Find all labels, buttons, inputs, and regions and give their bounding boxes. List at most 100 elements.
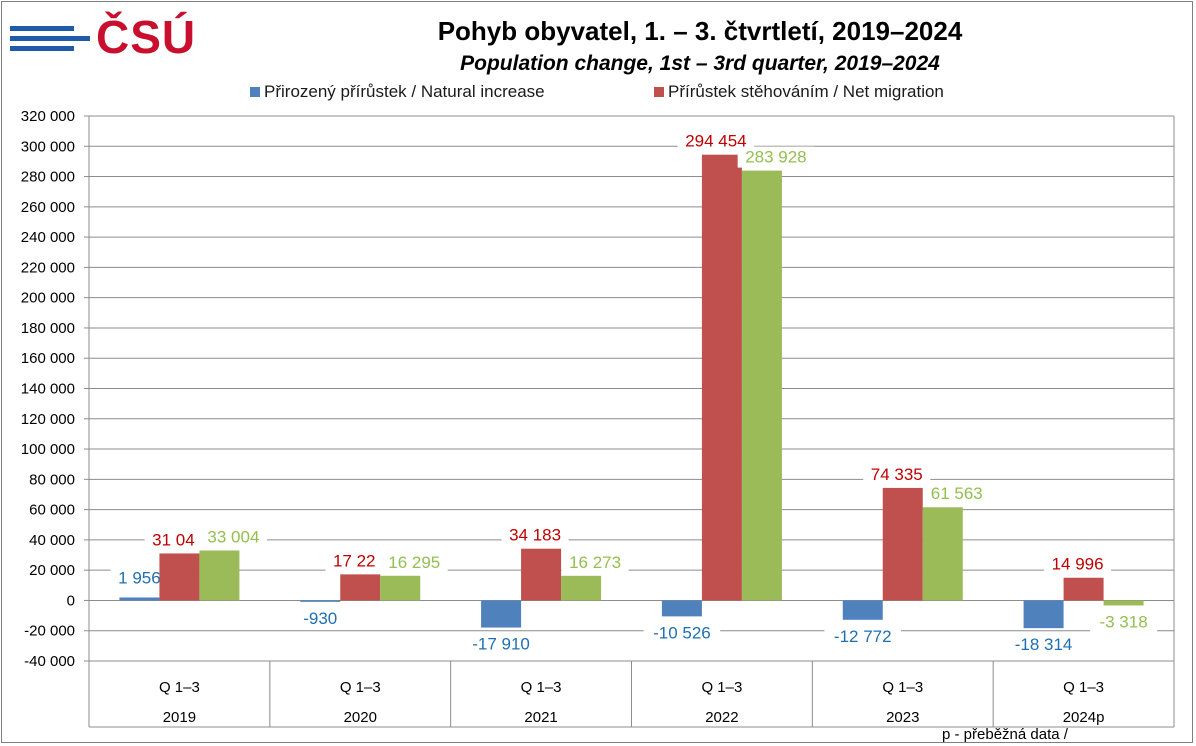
y-tick-label: 320 000 [21, 108, 75, 125]
logo-stripe [10, 46, 74, 51]
bar-migration [1063, 577, 1104, 601]
bar-natural [661, 600, 702, 617]
data-label-migration: 34 183 [509, 526, 561, 545]
data-label-bg [199, 526, 267, 548]
bar-natural [300, 600, 341, 602]
year-label: 2023 [886, 709, 919, 726]
data-label-natural: -18 314 [1015, 635, 1073, 654]
y-tick-label: 300 000 [21, 138, 75, 155]
quarter-label: Q 1–3 [521, 679, 562, 696]
data-label-migration: 17 22 [333, 551, 376, 570]
year-label: 2021 [524, 709, 557, 726]
data-label-natural: 1 956 [118, 568, 161, 587]
y-tick-label: 260 000 [21, 199, 75, 216]
y-tick-label: 80 000 [29, 471, 75, 488]
year-label: 2022 [705, 709, 738, 726]
logo-stripe [10, 26, 74, 31]
data-label-bg [824, 625, 901, 647]
data-label-bg [737, 146, 815, 168]
data-label-migration: 294 454 [685, 132, 746, 151]
csu-logo: ČSÚ [10, 11, 200, 66]
data-label-bg [462, 633, 540, 655]
data-label-bg [643, 622, 721, 644]
quarter-label: Q 1–3 [340, 679, 381, 696]
data-label-bg [1090, 611, 1158, 633]
bar-natural [1023, 600, 1064, 629]
data-label-natural: -17 910 [472, 635, 530, 654]
data-label-bg [1044, 553, 1112, 575]
bar-total [380, 575, 421, 601]
y-tick-label: 0 [67, 592, 75, 609]
y-tick-label: 140 000 [21, 381, 75, 398]
chart-subtitle: Population change, 1st – 3rd quarter, 20… [460, 52, 940, 75]
footnote: p - přeběžná data / [942, 726, 1068, 743]
data-label-bg [325, 550, 383, 572]
bar-migration [521, 548, 562, 601]
data-label-total: 33 004 [207, 527, 259, 546]
y-tick-label: 60 000 [29, 502, 75, 519]
y-tick-label: 180 000 [21, 320, 75, 337]
chart-title: Pohyb obyvatel, 1. – 3. čtvrtletí, 2019–… [437, 16, 963, 46]
bar-total [1103, 600, 1144, 606]
data-label-bg [144, 529, 203, 551]
y-tick-label: -40 000 [24, 653, 75, 670]
y-tick-label: 120 000 [21, 411, 75, 428]
data-label-natural: -930 [303, 609, 337, 628]
bar-migration [882, 487, 923, 601]
legend-label-natural: Přirozený přírůstek / Natural increase [264, 82, 545, 101]
quarter-label: Q 1–3 [159, 679, 200, 696]
y-tick-label: -20 000 [24, 623, 75, 640]
data-label-bg [561, 551, 629, 573]
bar-total [922, 507, 963, 601]
bar-total [741, 170, 782, 601]
legend-swatch-natural [250, 86, 260, 97]
legend-item-migration: Přírůstek stěhováním / Net migration [654, 82, 944, 102]
legend-swatch-migration [654, 86, 664, 97]
legend-item-natural: Přirozený přírůstek / Natural increase [250, 82, 545, 102]
y-tick-label: 220 000 [21, 259, 75, 276]
legend-label-migration: Přírůstek stěhováním / Net migration [668, 82, 944, 101]
logo-stripe [10, 36, 90, 41]
bar-total [199, 550, 240, 601]
year-label: 2019 [163, 709, 196, 726]
data-label-bg [296, 607, 345, 629]
bar-migration [159, 553, 200, 601]
y-tick-label: 280 000 [21, 169, 75, 186]
bar-total [561, 575, 602, 601]
data-label-migration: 31 04 [152, 530, 195, 549]
bar-natural [481, 600, 522, 628]
year-label: 2024p [1063, 709, 1105, 726]
bar-natural [119, 597, 160, 601]
quarter-label: Q 1–3 [882, 679, 923, 696]
quarter-label: Q 1–3 [701, 679, 742, 696]
bar-migration [701, 154, 742, 601]
data-label-bg [380, 551, 448, 573]
bar-migration [340, 574, 381, 601]
y-tick-label: 100 000 [21, 441, 75, 458]
y-tick-label: 40 000 [29, 532, 75, 549]
bar-natural [842, 600, 883, 620]
year-label: 2020 [344, 709, 377, 726]
data-label-bg [923, 483, 991, 505]
data-label-natural: -12 772 [834, 627, 892, 646]
data-label-migration: 14 996 [1052, 555, 1104, 574]
data-label-migration: 74 335 [871, 465, 923, 484]
data-label-bg [110, 567, 169, 589]
data-label-total: 61 563 [931, 484, 983, 503]
data-label-bg [501, 524, 569, 546]
logo-text: ČSÚ [96, 11, 197, 63]
y-tick-label: 200 000 [21, 290, 75, 307]
quarter-label: Q 1–3 [1063, 679, 1104, 696]
data-label-total: -3 318 [1099, 612, 1147, 631]
y-tick-label: 160 000 [21, 350, 75, 367]
data-label-total: 283 928 [745, 148, 806, 167]
data-label-total: 16 273 [569, 553, 621, 572]
data-label-bg [677, 130, 755, 152]
data-label-total: 16 295 [388, 553, 440, 572]
data-label-bg [1005, 634, 1082, 656]
y-tick-label: 20 000 [29, 562, 75, 579]
y-tick-label: 240 000 [21, 229, 75, 246]
data-label-natural: -10 526 [653, 623, 711, 642]
